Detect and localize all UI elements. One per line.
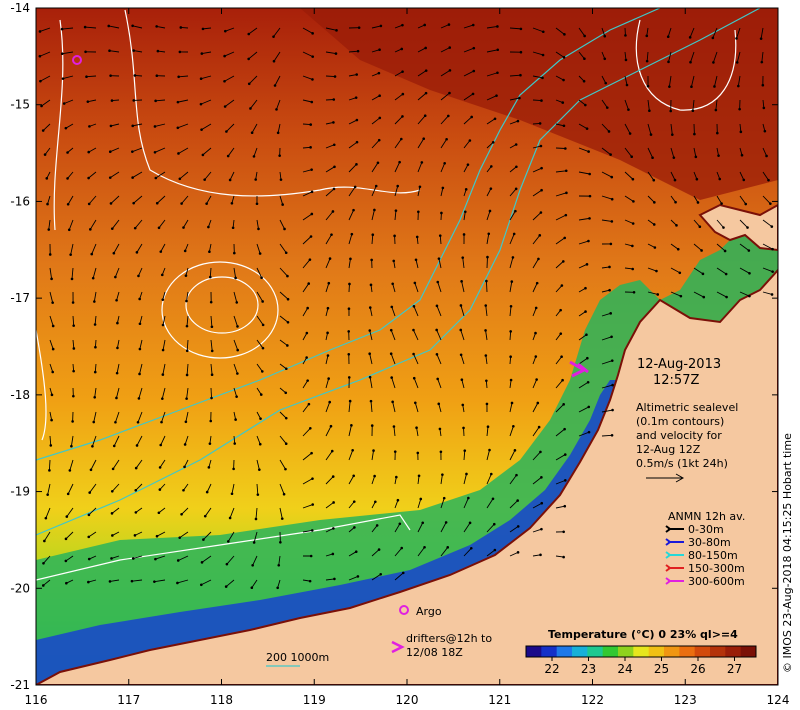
argo-legend-icon — [399, 605, 409, 615]
y-tick-label: -18 — [10, 388, 30, 402]
anmn-legend-label: 300-600m — [688, 575, 745, 588]
date-title: 12-Aug-2013 — [637, 357, 721, 372]
colorbar-tick-label: 22 — [544, 662, 559, 676]
anmn-legend-item: 80-150m — [665, 549, 738, 562]
colorbar-tick-label: 26 — [690, 662, 705, 676]
bathymetry-label: 200 1000m — [266, 651, 329, 664]
colorbar: Temperature (°C) 0 23% ql>=4 22 23 24 25 26 2… — [525, 628, 757, 676]
x-tick-label: 118 — [210, 693, 233, 707]
anmn-legend: ANMN 12h av. 0-30m30-80m80-150m150-300m3… — [665, 510, 745, 588]
colorbar-swatch — [694, 646, 711, 657]
altimetry-line-1: Altimetric sealevel — [636, 401, 738, 414]
colorbar-swatch — [664, 646, 680, 657]
y-tick-label: -21 — [10, 678, 30, 692]
anmn-legend-item: 0-30m — [665, 523, 724, 536]
y-tick-label: -15 — [10, 98, 30, 112]
colorbar-swatch — [526, 646, 542, 657]
anmn-legend-item: 150-300m — [665, 562, 745, 575]
y-tick-label: -19 — [10, 485, 30, 499]
drifter-label-line-2: 12/08 18Z — [406, 646, 463, 659]
x-tick-label: 124 — [767, 693, 790, 707]
drifter-legend-icon — [391, 640, 405, 654]
colorbar-title: Temperature (°C) 0 23% ql>=4 — [548, 628, 738, 641]
x-tick-label: 122 — [581, 693, 604, 707]
argo-legend: Argo — [399, 605, 442, 618]
colorbar-tick-label: 23 — [581, 662, 596, 676]
anmn-legend-label: 80-150m — [688, 549, 738, 562]
colorbar-swatch — [556, 646, 573, 657]
anmn-legend-item: 300-600m — [665, 575, 745, 588]
x-axis: 116 117 118 119 120 121 122 123 124 — [25, 8, 790, 707]
anmn-legend-item: 30-80m — [665, 536, 731, 549]
colorbar-swatch — [541, 646, 558, 657]
land-islands — [698, 203, 778, 252]
bathymetry-200m-contour — [36, 8, 761, 536]
colorbar-tick-label: 27 — [727, 662, 742, 676]
colorbar-swatch — [618, 646, 634, 657]
colorbar-frame — [525, 645, 757, 658]
x-tick-label: 119 — [303, 693, 326, 707]
y-axis: -14 -15 -16 -17 -18 -19 -20 -21 — [10, 1, 778, 692]
sealevel-contours — [36, 9, 737, 581]
velocity-scale-arrow — [646, 473, 685, 483]
altimetry-line-2: (0.1m contours) — [636, 415, 724, 428]
bathymetry-1000m-contour — [36, 8, 661, 461]
x-tick-label: 121 — [488, 693, 511, 707]
credit-text: © IMOS 23-Aug-2018 04:15:25 Hobart time — [781, 433, 794, 673]
x-tick-label: 120 — [396, 693, 419, 707]
colorbar-swatch — [710, 646, 726, 657]
map-plot-area — [36, 8, 778, 685]
colorbar-swatch — [572, 646, 588, 657]
anmn-title: ANMN 12h av. — [668, 510, 745, 523]
land-mass — [36, 268, 778, 685]
anmn-legend-label: 0-30m — [688, 523, 724, 536]
colorbar-swatch — [602, 646, 619, 657]
drifter-track — [569, 360, 589, 378]
drifter-label-line-1: drifters@12h to — [406, 632, 492, 645]
x-tick-label: 116 — [25, 693, 48, 707]
y-tick-label: -17 — [10, 291, 30, 305]
x-tick-label: 123 — [674, 693, 697, 707]
time-title: 12:57Z — [653, 373, 699, 388]
anmn-legend-label: 30-80m — [688, 536, 731, 549]
colorbar-swatch — [740, 646, 757, 657]
velocity-arrows — [38, 23, 774, 590]
argo-float-marker — [72, 55, 82, 65]
bathymetry-legend: 200 1000m — [266, 651, 329, 667]
colorbar-swatch — [725, 646, 742, 657]
altimetry-line-5: 0.5m/s (1kt 24h) — [636, 457, 728, 470]
altimetry-info: Altimetric sealevel (0.1m contours) and … — [636, 401, 738, 483]
y-tick-label: -16 — [10, 194, 30, 208]
colorbar-tick-label: 25 — [654, 662, 669, 676]
colorbar-swatch — [648, 646, 665, 657]
x-tick-label: 117 — [117, 693, 140, 707]
altimetry-line-3: and velocity for — [636, 429, 722, 442]
colorbar-tick-label: 24 — [617, 662, 632, 676]
colorbar-swatch — [679, 646, 696, 657]
y-tick-label: -14 — [10, 1, 30, 15]
warm-water-patch — [300, 8, 778, 200]
colorbar-swatch — [633, 646, 650, 657]
anmn-legend-label: 150-300m — [688, 562, 745, 575]
colorbar-swatch — [587, 646, 604, 657]
y-tick-label: -20 — [10, 581, 30, 595]
argo-label: Argo — [416, 605, 442, 618]
altimetry-line-4: 12-Aug 12Z — [636, 443, 701, 456]
drifter-legend: drifters@12h to 12/08 18Z — [391, 632, 492, 659]
